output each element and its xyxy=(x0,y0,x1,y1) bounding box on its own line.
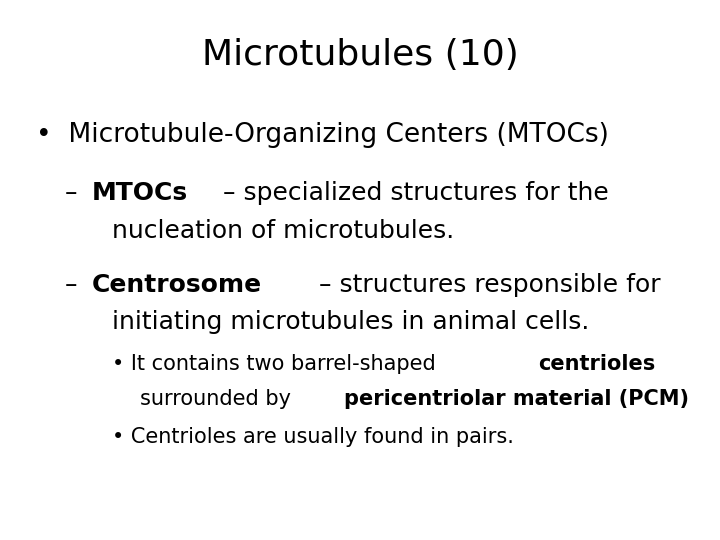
Text: centrioles: centrioles xyxy=(538,354,655,374)
Text: nucleation of microtubules.: nucleation of microtubules. xyxy=(112,219,454,242)
Text: – specialized structures for the: – specialized structures for the xyxy=(215,181,609,205)
Text: Microtubules (10): Microtubules (10) xyxy=(202,38,518,72)
Text: Centrosome: Centrosome xyxy=(91,273,261,296)
Text: MTOCs: MTOCs xyxy=(91,181,187,205)
Text: initiating microtubules in animal cells.: initiating microtubules in animal cells. xyxy=(112,310,589,334)
Text: pericentriolar material (PCM): pericentriolar material (PCM) xyxy=(343,389,689,409)
Text: – structures responsible for: – structures responsible for xyxy=(311,273,660,296)
Text: –: – xyxy=(65,181,85,205)
Text: •  Microtubule-Organizing Centers (MTOCs): • Microtubule-Organizing Centers (MTOCs) xyxy=(36,122,609,147)
Text: –: – xyxy=(65,273,85,296)
Text: • Centrioles are usually found in pairs.: • Centrioles are usually found in pairs. xyxy=(112,427,513,447)
Text: surrounded by: surrounded by xyxy=(140,389,298,409)
Text: • It contains two barrel-shaped: • It contains two barrel-shaped xyxy=(112,354,442,374)
